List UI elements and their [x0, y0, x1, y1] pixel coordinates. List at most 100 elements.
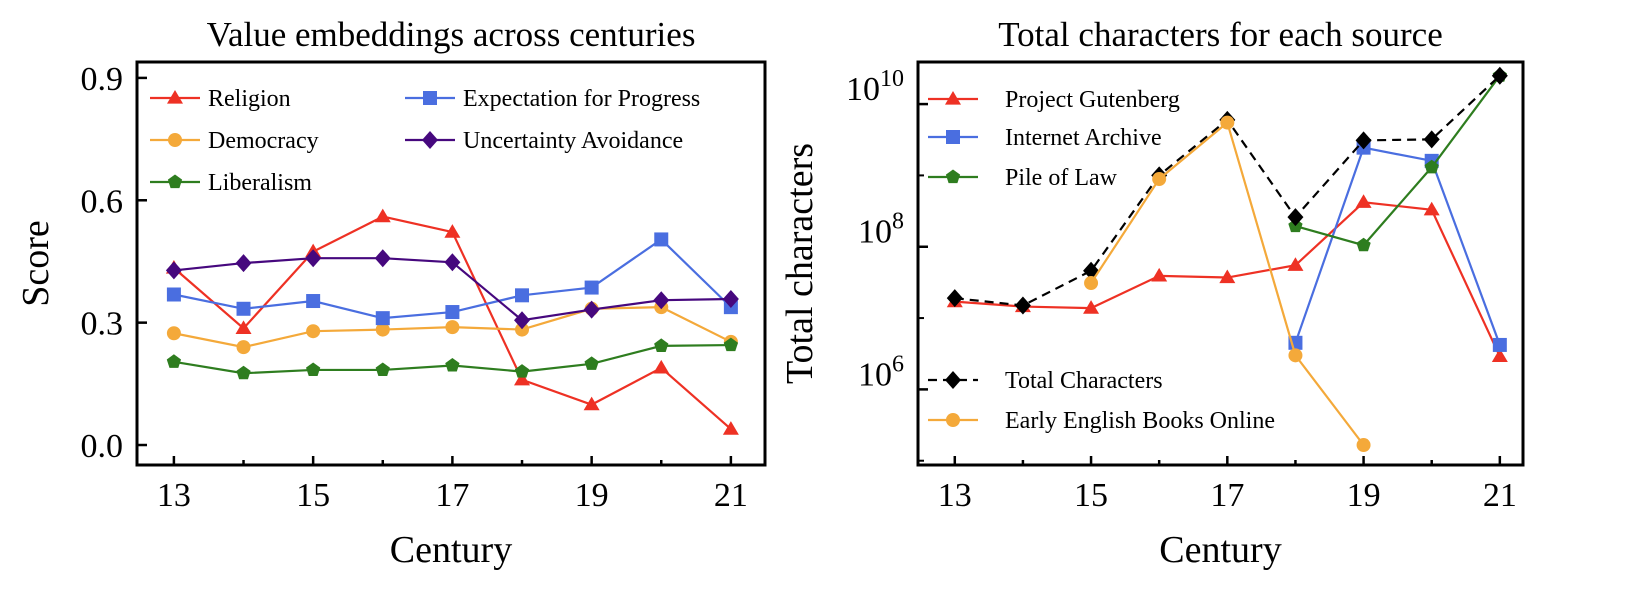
- chart-title: Value embeddings across centuries: [207, 15, 696, 54]
- legend-marker-icon: [946, 413, 960, 427]
- data-point: [514, 364, 530, 378]
- legend-entry: Liberalism: [150, 170, 312, 196]
- legend-entry: Uncertainty Avoidance: [405, 128, 683, 154]
- data-point: [514, 371, 531, 386]
- legend-marker-icon: [945, 91, 961, 105]
- legend-label: Total Characters: [1005, 368, 1163, 394]
- legend-entry: Democracy: [150, 128, 319, 154]
- data-point: [375, 362, 390, 377]
- chart-title: Total characters for each source: [998, 15, 1443, 54]
- y-axis-label: Score: [15, 220, 57, 307]
- legend-marker-icon: [946, 130, 960, 144]
- data-point: [1356, 237, 1371, 252]
- data-point: [1014, 296, 1031, 315]
- data-point: [445, 357, 460, 372]
- x-tick-label: 21: [1483, 477, 1517, 514]
- data-point: [653, 291, 670, 310]
- data-point: [1491, 348, 1508, 363]
- data-point: [723, 337, 739, 352]
- series-pile-of-law: [1288, 68, 1507, 252]
- data-point: [236, 301, 251, 316]
- y-tick-label: 0.3: [81, 306, 124, 343]
- y-tick-label: 0.6: [81, 183, 124, 220]
- legend-marker-icon: [423, 91, 437, 105]
- data-point: [165, 261, 182, 280]
- legend-label: Pile of Law: [1005, 165, 1118, 191]
- x-tick-label: 19: [1347, 477, 1381, 514]
- data-point: [583, 396, 600, 411]
- data-point: [375, 311, 390, 326]
- y-tick-label: 106: [858, 351, 904, 393]
- series-line: [1295, 75, 1501, 247]
- data-point: [1287, 208, 1304, 227]
- data-point: [166, 354, 182, 368]
- legend-entry: Internet Archive: [928, 125, 1162, 151]
- data-point: [305, 249, 322, 268]
- data-point: [1152, 172, 1167, 187]
- data-point: [722, 289, 739, 308]
- data-point: [445, 305, 460, 320]
- data-point: [1220, 115, 1235, 130]
- data-point: [1424, 159, 1439, 174]
- y-tick-label: 1010: [846, 66, 904, 108]
- data-point: [1219, 269, 1236, 284]
- plot-frame: [916, 60, 1525, 467]
- data-point: [306, 294, 321, 309]
- data-point: [515, 288, 530, 303]
- data-point: [444, 224, 461, 238]
- x-axis-label: Century: [1159, 529, 1281, 571]
- data-point: [1084, 276, 1099, 291]
- legend-label: Liberalism: [208, 170, 312, 196]
- data-point: [653, 359, 670, 374]
- x-tick-label: 21: [714, 477, 748, 514]
- data-point: [1492, 337, 1507, 352]
- x-tick-label: 15: [296, 477, 330, 514]
- data-point: [445, 320, 460, 335]
- legend-entry: Religion: [150, 86, 291, 112]
- series-early-english-books-online: [1084, 115, 1371, 453]
- data-point: [584, 280, 599, 295]
- legend-entry: Expectation for Progress: [405, 86, 700, 112]
- data-point: [1423, 201, 1440, 216]
- data-point: [236, 365, 251, 380]
- data-point: [654, 338, 669, 352]
- data-point: [584, 356, 599, 370]
- series-liberalism: [166, 337, 739, 380]
- chart-1: Value embeddings across centuries Century…: [15, 15, 767, 571]
- data-point: [515, 322, 530, 337]
- legend-entry: Total Characters: [928, 368, 1163, 394]
- y-tick-label: 0.0: [81, 428, 124, 465]
- data-point: [1287, 257, 1304, 271]
- legend-entry: Pile of Law: [928, 165, 1118, 191]
- legend-label: Religion: [208, 86, 291, 112]
- legend-label: Democracy: [208, 128, 319, 154]
- data-point: [166, 326, 181, 341]
- series-line: [1294, 146, 1501, 346]
- legend-marker-icon: [167, 90, 183, 104]
- data-point: [1356, 438, 1371, 453]
- series-internet-archive: [1288, 140, 1507, 352]
- legend-label: Expectation for Progress: [463, 86, 700, 112]
- legend-marker-icon: [422, 131, 438, 149]
- series-line: [1090, 120, 1365, 446]
- series-expectation-for-progress: [166, 232, 738, 326]
- legend-label: Project Gutenberg: [1005, 87, 1180, 113]
- data-point: [1423, 130, 1440, 149]
- y-tick-label: 0.9: [81, 61, 124, 98]
- data-point: [306, 362, 321, 377]
- data-point: [1491, 66, 1508, 85]
- x-tick-label: 19: [575, 477, 609, 514]
- y-tick-label: 108: [858, 209, 904, 251]
- data-point: [1355, 131, 1372, 150]
- legend-label: Uncertainty Avoidance: [463, 128, 683, 154]
- legend-marker-icon: [945, 169, 961, 184]
- x-tick-label: 13: [157, 477, 191, 514]
- data-point: [654, 232, 669, 247]
- x-tick-label: 13: [938, 477, 972, 514]
- data-point: [235, 254, 252, 273]
- data-point: [946, 289, 963, 308]
- chart-2: Total characters for each source Century T…: [779, 15, 1525, 571]
- legend-marker-icon: [168, 133, 182, 147]
- data-point: [444, 253, 461, 272]
